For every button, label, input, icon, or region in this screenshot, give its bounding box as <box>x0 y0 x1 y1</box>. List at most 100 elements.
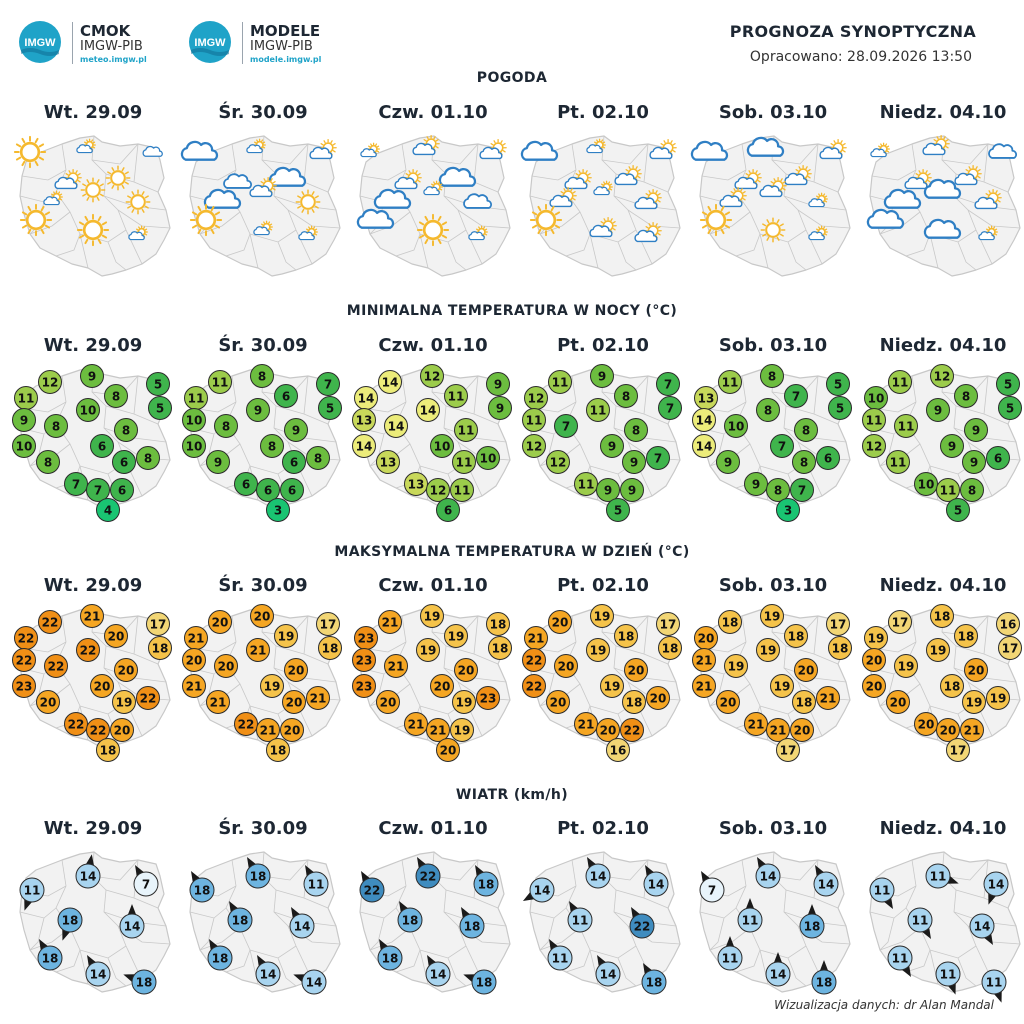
map-wind[interactable]: 11 11 14 11 14 11 11 11 <box>858 846 1024 1003</box>
min-temp-marker: 8 <box>114 418 138 442</box>
sun-cloud-icon <box>54 169 82 190</box>
poland-map[interactable]: 18 18 11 18 14 18 14 14 <box>178 846 348 996</box>
poland-map[interactable]: 11 11 14 11 14 11 11 11 <box>858 846 1024 1003</box>
wind-speed-value: 7 <box>142 878 150 892</box>
map-wind[interactable]: 11 14 7 18 14 18 14 18 <box>8 846 178 996</box>
poland-map[interactable] <box>518 130 688 280</box>
poland-map[interactable]: 18 19 20 18 17 18 21 19 19 20 21 19 20 18 21 21 21 20 17 <box>688 602 858 762</box>
min-temp-marker: 14 <box>692 434 716 458</box>
min-temp-marker: 14 <box>416 398 440 422</box>
wind-speed-value: 22 <box>634 920 651 934</box>
max-temp-marker: 20 <box>794 658 818 682</box>
min-temp-value: 7 <box>778 440 786 454</box>
min-temp-value: 14 <box>420 404 437 418</box>
map-weather[interactable] <box>348 130 518 280</box>
max-temp-marker: 19 <box>600 674 624 698</box>
min-temp-marker: 10 <box>12 434 36 458</box>
min-temp-value: 12 <box>934 370 951 384</box>
max-temp-value: 19 <box>604 680 621 694</box>
max-temp-marker: 22 <box>136 686 160 710</box>
max-temp-marker: 21 <box>246 638 270 662</box>
poland-map[interactable]: 21 19 23 19 18 18 23 21 19 20 23 20 20 19 23 21 21 19 20 <box>348 602 518 762</box>
map-temp-max[interactable]: 18 19 20 18 17 18 21 19 19 20 21 19 20 18 21 21 21 20 17 <box>688 602 858 762</box>
poland-map[interactable] <box>688 130 858 280</box>
sun-cloud-icon <box>360 142 380 158</box>
day-label: Wt. 29.09 <box>43 102 143 123</box>
map-temp-max[interactable]: 20 19 21 18 17 18 22 20 19 20 22 19 20 18 20 21 20 22 16 <box>518 602 688 762</box>
poland-map[interactable] <box>178 130 348 280</box>
min-temp-value: 11 <box>722 376 739 390</box>
wind-speed-value: 18 <box>382 952 399 966</box>
max-temp-marker: 19 <box>416 638 440 662</box>
min-temp-value: 11 <box>456 456 473 470</box>
poland-map[interactable] <box>858 130 1024 280</box>
map-weather[interactable] <box>518 130 688 280</box>
map-temp-max[interactable]: 20 20 21 19 17 18 20 20 21 20 21 19 21 20 21 22 21 20 18 <box>178 602 348 762</box>
map-temp-min[interactable]: 11 8 11 6 7 5 10 8 9 9 10 8 9 6 8 6 6 6 3 <box>178 362 348 522</box>
poland-map[interactable]: 17 18 19 18 16 17 20 19 19 20 20 18 20 19 19 20 20 21 17 <box>858 602 1024 762</box>
logo-url[interactable]: modele.imgw.pl <box>250 55 322 64</box>
min-temp-marker: 6 <box>90 434 114 458</box>
min-temp-marker: 10 <box>182 434 206 458</box>
min-temp-value: 10 <box>868 392 885 406</box>
map-temp-min[interactable]: 12 9 11 8 5 5 9 8 10 8 10 6 8 6 8 7 7 6 4 <box>8 362 178 522</box>
map-weather[interactable] <box>8 130 178 280</box>
max-temp-marker: 19 <box>112 690 136 714</box>
max-temp-marker: 18 <box>940 674 964 698</box>
map-wind[interactable]: 7 14 14 11 18 11 14 18 <box>688 846 858 996</box>
cloud-icon <box>988 143 1018 159</box>
sun-cloud-icon <box>468 225 488 241</box>
poland-map[interactable]: 14 14 14 11 22 11 14 18 <box>518 846 688 996</box>
max-temp-marker: 18 <box>614 624 638 648</box>
min-temp-value: 6 <box>994 452 1002 466</box>
wind-marker: 22 <box>359 870 385 903</box>
max-temp-value: 17 <box>1002 642 1019 656</box>
poland-map[interactable]: 22 22 18 18 18 18 14 18 <box>348 846 518 996</box>
map-temp-min[interactable]: 11 12 10 8 5 5 11 11 9 9 12 9 11 9 6 10 11 8 5 <box>858 362 1024 522</box>
map-wind[interactable]: 18 18 11 18 14 18 14 14 <box>178 846 348 996</box>
map-weather[interactable] <box>688 130 858 280</box>
min-temp-value: 11 <box>898 420 915 434</box>
wind-marker: 14 <box>595 954 621 987</box>
min-temp-marker: 7 <box>658 396 682 420</box>
wind-marker: 18 <box>459 906 485 939</box>
map-temp-max[interactable]: 17 18 19 18 16 17 20 19 19 20 20 18 20 19 19 20 20 21 17 <box>858 602 1024 762</box>
map-temp-min[interactable]: 11 8 13 7 5 5 14 10 8 8 14 7 9 8 6 9 8 7 3 <box>688 362 858 522</box>
cloud-icon <box>268 166 307 187</box>
map-wind[interactable]: 22 22 18 18 18 18 14 18 <box>348 846 518 996</box>
min-temp-value: 8 <box>968 484 976 498</box>
poland-map[interactable]: 11 14 7 18 14 18 14 18 <box>8 846 178 996</box>
min-temp-value: 5 <box>156 402 164 416</box>
logo-url[interactable]: meteo.imgw.pl <box>80 55 147 64</box>
poland-map[interactable] <box>8 130 178 280</box>
poland-map[interactable]: 7 14 14 11 18 11 14 18 <box>688 846 858 996</box>
map-weather[interactable] <box>178 130 348 280</box>
map-temp-max[interactable]: 22 21 22 20 17 18 22 22 22 20 23 20 20 19 22 22 22 20 18 <box>8 602 178 762</box>
map-temp-min[interactable]: 11 9 12 8 7 7 11 7 11 8 12 9 12 9 7 11 9 9 5 <box>518 362 688 522</box>
min-temp-marker: 6 <box>274 384 298 408</box>
min-temp-value: 6 <box>282 390 290 404</box>
max-temp-value: 19 <box>590 644 607 658</box>
min-temp-marker: 12 <box>426 478 450 502</box>
map-temp-max[interactable]: 21 19 23 19 18 18 23 21 19 20 23 20 20 19 23 21 21 19 20 <box>348 602 518 762</box>
map-temp-min[interactable]: 14 12 14 11 9 9 13 14 14 11 14 10 13 11 10 13 12 11 6 <box>348 362 518 522</box>
max-temp-value: 21 <box>250 644 267 658</box>
max-temp-value: 17 <box>892 616 909 630</box>
min-temp-value: 10 <box>728 420 745 434</box>
wind-speed-value: 14 <box>80 870 97 884</box>
map-wind[interactable]: 14 14 14 11 22 11 14 18 <box>518 846 688 996</box>
poland-map[interactable]: 20 19 21 18 17 18 22 20 19 20 22 19 20 18 20 21 20 22 16 <box>518 602 688 762</box>
poland-map[interactable]: 22 21 22 20 17 18 22 22 22 20 23 20 20 19 22 22 22 20 18 <box>8 602 178 762</box>
poland-map[interactable] <box>348 130 518 280</box>
poland-map[interactable]: 20 20 21 19 17 18 20 20 21 20 21 19 21 20 21 22 21 20 18 <box>178 602 348 762</box>
max-temp-value: 20 <box>254 610 271 624</box>
max-temp-marker: 19 <box>420 604 444 628</box>
map-weather[interactable] <box>858 130 1024 280</box>
wind-marker: 14 <box>813 864 839 897</box>
